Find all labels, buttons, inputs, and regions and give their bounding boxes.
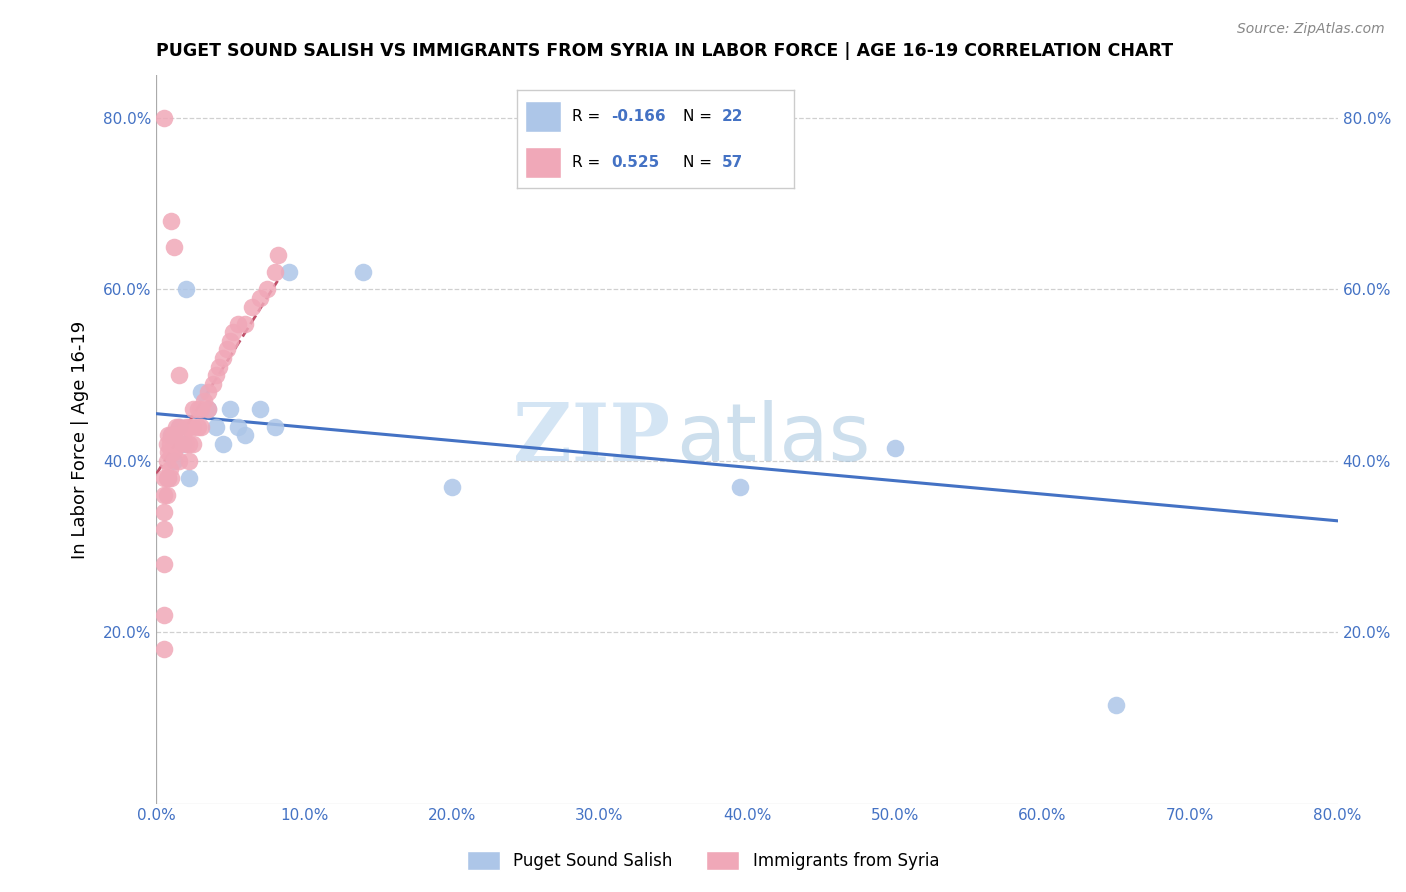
Point	[263, 265, 285, 279]
Point	[266, 248, 288, 262]
Point	[204, 419, 226, 434]
Point	[249, 291, 271, 305]
Y-axis label: In Labor Force | Age 16-19: In Labor Force | Age 16-19	[72, 320, 89, 558]
Point	[156, 471, 179, 485]
Point	[172, 428, 194, 442]
Point	[160, 214, 183, 228]
Point	[190, 419, 212, 434]
Point	[160, 428, 183, 442]
Point	[153, 522, 176, 536]
Point	[183, 402, 205, 417]
Point	[190, 402, 212, 417]
Point	[153, 557, 176, 571]
Point	[177, 454, 200, 468]
Point	[157, 471, 180, 485]
Point	[153, 471, 176, 485]
Text: PUGET SOUND SALISH VS IMMIGRANTS FROM SYRIA IN LABOR FORCE | AGE 16-19 CORRELATI: PUGET SOUND SALISH VS IMMIGRANTS FROM SY…	[156, 42, 1174, 60]
Point	[183, 436, 205, 450]
Legend: Puget Sound Salish, Immigrants from Syria: Puget Sound Salish, Immigrants from Syri…	[460, 844, 946, 877]
Point	[153, 111, 176, 125]
Point	[163, 239, 186, 253]
Point	[226, 419, 249, 434]
Point	[153, 608, 176, 623]
Point	[883, 441, 905, 455]
Point	[219, 402, 242, 417]
Point	[163, 454, 186, 468]
Point	[172, 436, 194, 450]
Point	[160, 445, 183, 459]
Point	[278, 265, 301, 279]
Point	[177, 436, 200, 450]
Point	[167, 454, 190, 468]
Point	[167, 419, 190, 434]
Point	[159, 436, 181, 450]
Point	[156, 436, 179, 450]
Point	[263, 419, 285, 434]
Point	[222, 326, 245, 340]
Point	[167, 436, 190, 450]
Point	[160, 471, 183, 485]
Point	[187, 402, 209, 417]
Point	[159, 462, 181, 476]
Point	[157, 445, 180, 459]
Point	[226, 317, 249, 331]
Point	[177, 419, 200, 434]
Point	[187, 419, 209, 434]
Point	[160, 428, 183, 442]
Point	[1105, 698, 1128, 712]
Point	[249, 402, 271, 417]
Text: Source: ZipAtlas.com: Source: ZipAtlas.com	[1237, 22, 1385, 37]
Point	[165, 419, 187, 434]
Point	[197, 402, 219, 417]
Point	[256, 282, 278, 296]
Point	[204, 368, 226, 383]
Point	[177, 471, 200, 485]
Point	[157, 428, 180, 442]
Point	[233, 317, 256, 331]
Point	[157, 471, 180, 485]
Point	[156, 454, 179, 468]
Point	[217, 343, 239, 357]
Point	[212, 436, 235, 450]
Text: atlas: atlas	[676, 401, 870, 478]
Point	[183, 419, 205, 434]
Point	[163, 445, 186, 459]
Point	[163, 428, 186, 442]
Point	[212, 351, 235, 365]
Point	[728, 479, 751, 493]
Point	[156, 488, 179, 502]
Point	[153, 642, 176, 657]
Point	[440, 479, 463, 493]
Point	[167, 419, 190, 434]
Point	[197, 402, 219, 417]
Point	[201, 376, 224, 391]
Point	[190, 385, 212, 400]
Text: ZIP: ZIP	[513, 401, 671, 478]
Point	[242, 300, 264, 314]
Point	[174, 436, 197, 450]
Point	[207, 359, 229, 374]
Point	[153, 488, 176, 502]
Point	[193, 393, 215, 408]
Point	[219, 334, 242, 348]
Point	[153, 505, 176, 519]
Point	[174, 282, 197, 296]
Point	[165, 436, 187, 450]
Point	[352, 265, 374, 279]
Point	[174, 419, 197, 434]
Point	[233, 428, 256, 442]
Point	[167, 368, 190, 383]
Point	[197, 385, 219, 400]
